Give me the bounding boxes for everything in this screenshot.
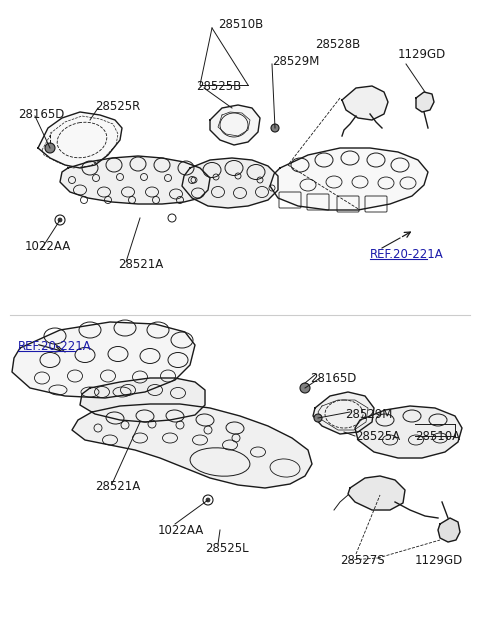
Text: 28510A: 28510A <box>415 430 460 443</box>
Polygon shape <box>38 112 122 168</box>
Text: 1129GD: 1129GD <box>415 554 463 567</box>
Polygon shape <box>438 518 460 542</box>
Circle shape <box>45 143 55 153</box>
Text: 28165D: 28165D <box>310 372 356 385</box>
Polygon shape <box>355 406 462 458</box>
Text: 28529M: 28529M <box>345 408 392 421</box>
Text: 28521A: 28521A <box>95 480 140 493</box>
Text: 28525L: 28525L <box>205 542 249 555</box>
Text: 1129GD: 1129GD <box>398 48 446 61</box>
Text: REF.20-221A: REF.20-221A <box>18 340 92 353</box>
Polygon shape <box>348 476 405 510</box>
Text: 28529M: 28529M <box>272 55 319 68</box>
Polygon shape <box>182 158 278 208</box>
Polygon shape <box>270 148 428 210</box>
Polygon shape <box>80 378 205 422</box>
Polygon shape <box>342 86 388 120</box>
Circle shape <box>206 498 210 502</box>
Text: 1022AA: 1022AA <box>25 240 71 253</box>
Polygon shape <box>60 156 210 204</box>
Polygon shape <box>12 322 195 398</box>
Circle shape <box>58 218 62 222</box>
Text: 28525R: 28525R <box>95 100 140 113</box>
Polygon shape <box>210 105 260 145</box>
Circle shape <box>300 383 310 393</box>
Circle shape <box>314 414 322 422</box>
Text: 1022AA: 1022AA <box>158 524 204 537</box>
Text: 28165D: 28165D <box>18 108 64 121</box>
Text: 28528B: 28528B <box>315 38 360 51</box>
Polygon shape <box>416 92 434 112</box>
Polygon shape <box>72 404 312 488</box>
Circle shape <box>271 124 279 132</box>
Text: 28521A: 28521A <box>118 258 163 271</box>
Polygon shape <box>313 392 374 434</box>
Text: 28525A: 28525A <box>355 430 400 443</box>
Text: REF.20-221A: REF.20-221A <box>370 248 444 261</box>
Text: 28525B: 28525B <box>196 80 241 93</box>
Text: 28510B: 28510B <box>218 18 263 31</box>
Text: 28527S: 28527S <box>340 554 384 567</box>
